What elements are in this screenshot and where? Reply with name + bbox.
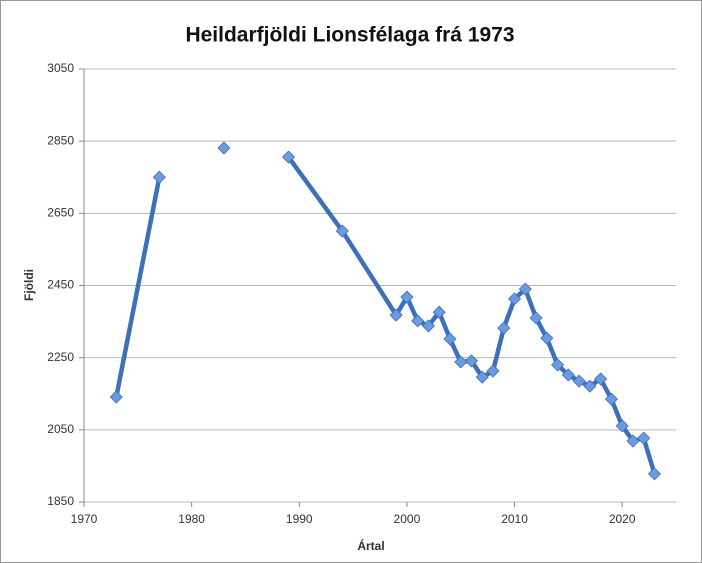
x-tick-label: 2000	[394, 512, 421, 526]
y-tick-label: 2850	[47, 133, 74, 147]
y-tick-label: 2250	[47, 350, 74, 364]
y-tick-label: 2450	[47, 278, 74, 292]
y-tick-label: 2650	[47, 206, 74, 220]
x-tick-label: 1980	[178, 512, 205, 526]
marker	[454, 355, 468, 369]
marker	[647, 467, 662, 481]
marker	[475, 370, 489, 384]
marker	[604, 392, 618, 406]
marker	[464, 354, 479, 368]
y-tick-label: 1850	[47, 494, 74, 508]
marker	[518, 282, 532, 296]
y-axis-label: Fjöldi	[22, 269, 36, 301]
marker	[152, 170, 166, 184]
marker	[486, 364, 500, 378]
marker	[281, 150, 296, 164]
marker	[561, 368, 575, 382]
marker	[400, 290, 414, 304]
line	[114, 175, 162, 400]
marker	[551, 358, 565, 372]
marker	[540, 331, 554, 345]
marker	[507, 292, 522, 306]
y-tick-label: 3050	[47, 61, 74, 75]
x-tick-label: 2020	[609, 512, 636, 526]
x-tick-label: 1970	[71, 512, 98, 526]
marker	[594, 372, 608, 386]
marker	[626, 434, 640, 448]
marker	[335, 224, 349, 238]
marker	[217, 141, 231, 155]
marker	[421, 319, 436, 333]
y-tick-label: 2050	[47, 422, 74, 436]
marker	[583, 379, 597, 393]
marker	[411, 314, 425, 328]
marker	[109, 390, 123, 404]
chart-title: Heildarfjöldi Lionsfélaga frá 1973	[185, 24, 514, 47]
marker	[432, 305, 446, 319]
marker	[615, 419, 629, 433]
marker	[443, 332, 457, 346]
marker	[637, 431, 651, 445]
x-tick-label: 1990	[286, 512, 313, 526]
marker	[497, 321, 511, 335]
x-axis-label: Ártal	[357, 538, 384, 553]
marker	[529, 311, 543, 325]
marker	[572, 374, 586, 388]
x-tick-label: 2010	[501, 512, 528, 526]
marker	[389, 308, 403, 322]
